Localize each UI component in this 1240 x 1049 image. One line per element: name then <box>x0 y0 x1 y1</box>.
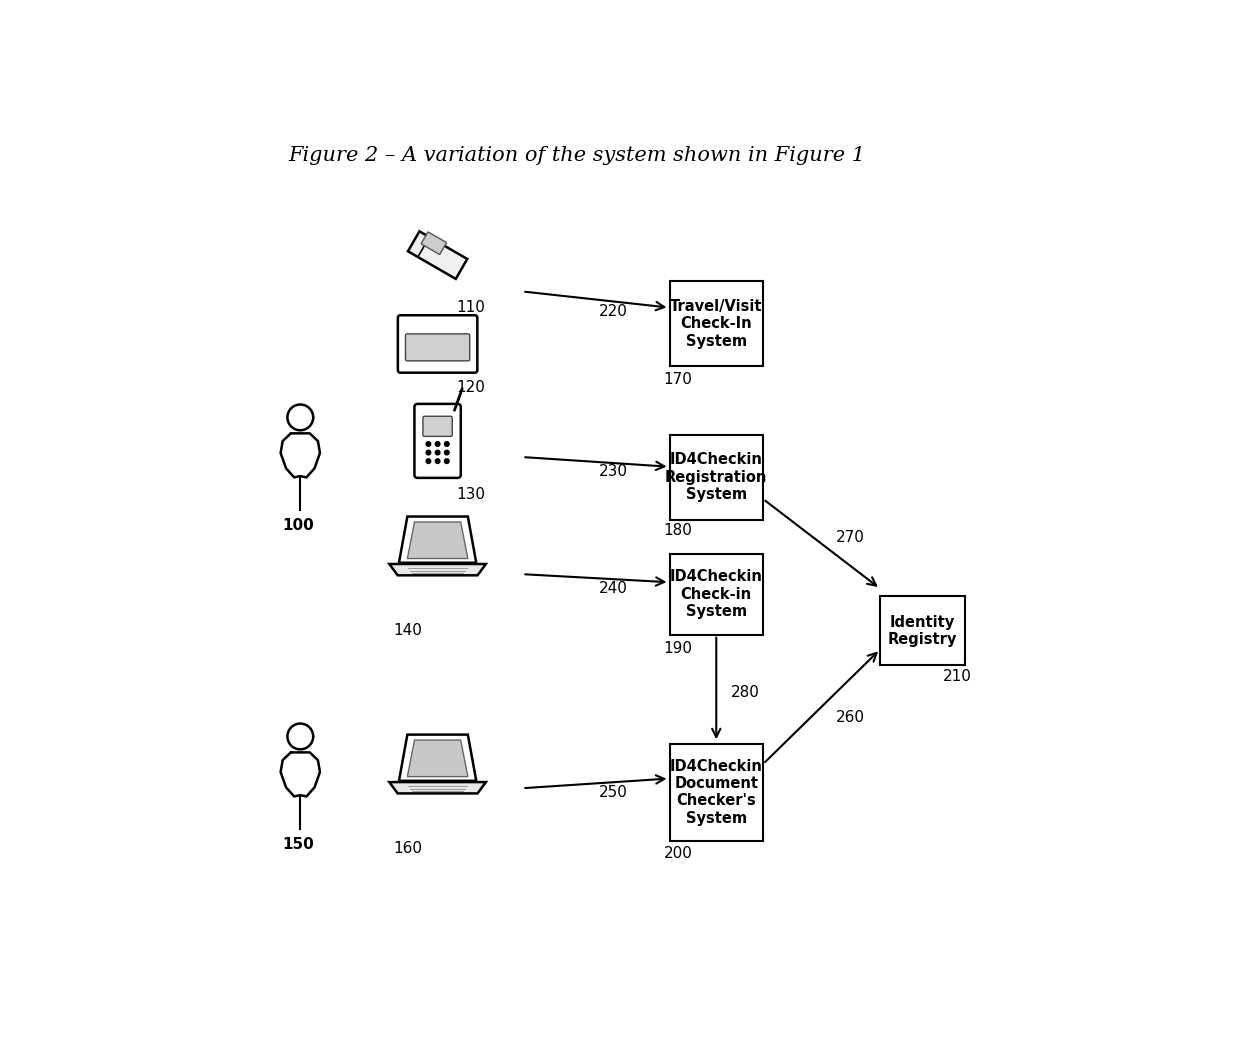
Text: 240: 240 <box>599 581 627 596</box>
Circle shape <box>427 450 430 455</box>
Text: 210: 210 <box>942 669 971 685</box>
FancyBboxPatch shape <box>414 404 461 478</box>
Circle shape <box>427 458 430 464</box>
Circle shape <box>435 458 440 464</box>
Text: 120: 120 <box>456 381 485 395</box>
FancyBboxPatch shape <box>670 554 763 635</box>
Text: 110: 110 <box>456 300 485 315</box>
Text: Travel/Visit
Check-In
System: Travel/Visit Check-In System <box>670 299 763 348</box>
Polygon shape <box>408 522 467 558</box>
Text: 220: 220 <box>599 304 627 319</box>
Text: ID4Checkin
Document
Checker's
System: ID4Checkin Document Checker's System <box>670 758 763 826</box>
Text: 130: 130 <box>456 487 485 501</box>
Text: 260: 260 <box>836 709 864 725</box>
Circle shape <box>444 442 449 446</box>
Circle shape <box>427 442 430 446</box>
Polygon shape <box>422 232 446 255</box>
FancyBboxPatch shape <box>405 334 470 361</box>
Text: Figure 2 – A variation of the system shown in Figure 1: Figure 2 – A variation of the system sho… <box>288 146 866 165</box>
Text: Identity
Registry: Identity Registry <box>888 615 957 647</box>
Polygon shape <box>408 741 467 776</box>
Polygon shape <box>399 734 476 780</box>
Text: ID4Checkin
Check-in
System: ID4Checkin Check-in System <box>670 570 763 619</box>
Polygon shape <box>399 516 476 562</box>
Text: 280: 280 <box>730 685 760 701</box>
Polygon shape <box>408 232 467 279</box>
Circle shape <box>444 458 449 464</box>
FancyBboxPatch shape <box>880 597 965 665</box>
Text: 150: 150 <box>281 837 314 852</box>
FancyBboxPatch shape <box>670 281 763 366</box>
Circle shape <box>435 450 440 455</box>
Text: 270: 270 <box>836 531 864 545</box>
Text: 170: 170 <box>663 372 693 387</box>
Text: ID4Checkin
Registration
System: ID4Checkin Registration System <box>665 452 768 502</box>
Polygon shape <box>389 783 486 793</box>
Text: 190: 190 <box>663 641 693 657</box>
Text: 100: 100 <box>281 517 314 533</box>
FancyBboxPatch shape <box>398 316 477 372</box>
Text: 200: 200 <box>663 847 693 861</box>
Text: 230: 230 <box>599 464 629 479</box>
Text: 180: 180 <box>663 523 693 538</box>
FancyBboxPatch shape <box>670 435 763 519</box>
FancyBboxPatch shape <box>670 744 763 840</box>
Polygon shape <box>389 564 486 575</box>
Text: 140: 140 <box>393 623 422 638</box>
Text: 250: 250 <box>599 785 627 799</box>
Circle shape <box>444 450 449 455</box>
FancyBboxPatch shape <box>423 416 453 436</box>
Text: 160: 160 <box>393 840 422 856</box>
Circle shape <box>435 442 440 446</box>
